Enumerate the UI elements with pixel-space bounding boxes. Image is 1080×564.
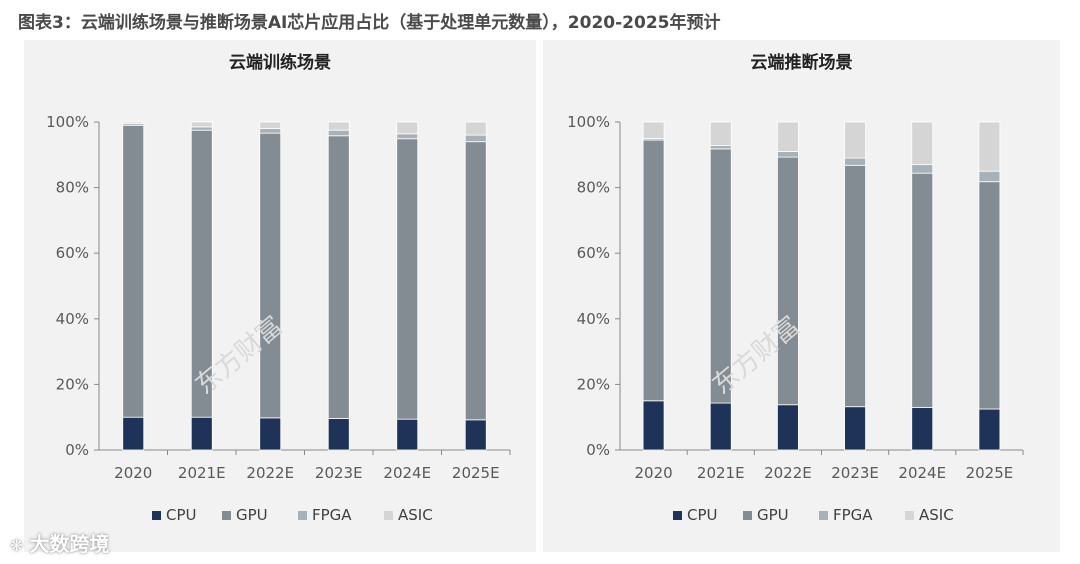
bar-gpu-2024e <box>396 138 419 420</box>
bar-cpu-2022e <box>259 417 282 451</box>
legend-label-asic: ASIC <box>919 506 954 524</box>
bar-asic-2020 <box>642 121 665 139</box>
bar-gpu-2025e <box>978 181 1001 410</box>
legend-swatch-gpu <box>743 511 752 520</box>
bar-fpga-2024e <box>911 164 934 174</box>
bar-asic-2022e <box>259 121 282 129</box>
bar-cpu-2020 <box>642 400 665 451</box>
y-tick-label: 60% <box>577 244 610 262</box>
bar-fpga-2023e <box>844 157 866 166</box>
legend-label-gpu: GPU <box>757 506 789 524</box>
legend-swatch-cpu <box>673 511 682 520</box>
y-tick-label: 20% <box>56 375 89 393</box>
legend-swatch-cpu <box>152 511 161 520</box>
footer-brand: ❋ 大数跨境 <box>10 528 109 557</box>
chart-title: 云端推断场景 <box>751 52 853 73</box>
x-tick-label: 2025E <box>966 464 1014 482</box>
bar-fpga-2023e <box>327 129 350 137</box>
x-tick-label: 2021E <box>697 464 745 482</box>
legend-label-cpu: CPU <box>166 506 197 524</box>
x-tick-label: 2025E <box>452 464 500 482</box>
y-tick-label: 80% <box>56 179 89 197</box>
bar-fpga-2022e <box>259 128 282 134</box>
bar-asic-2022e <box>777 121 799 152</box>
legend-swatch-asic <box>905 511 914 520</box>
bar-asic-2023e <box>327 121 350 131</box>
bar-cpu-2023e <box>844 406 866 451</box>
legend-label-gpu: GPU <box>236 506 268 524</box>
legend-label-asic: ASIC <box>398 506 433 524</box>
x-tick-label: 2022E <box>764 464 812 482</box>
bar-fpga-2022e <box>777 151 799 158</box>
y-tick-label: 100% <box>567 113 610 131</box>
x-tick-label: 2024E <box>383 464 431 482</box>
y-tick-label: 0% <box>586 441 610 459</box>
bar-asic-2024e <box>396 121 419 135</box>
bar-cpu-2022e <box>777 404 799 451</box>
bar-fpga-2024e <box>396 133 419 140</box>
x-tick-label: 2024E <box>898 464 946 482</box>
x-tick-label: 2020 <box>634 464 672 482</box>
legend-label-fpga: FPGA <box>312 506 352 524</box>
bar-cpu-2020 <box>122 416 145 451</box>
legend-label-cpu: CPU <box>687 506 718 524</box>
chart-training: 云端训练场景 0% 20% 40% 60% 80% 100% 2020 2021E 2022E 20… <box>46 52 511 524</box>
bar-cpu-2024e <box>911 406 934 451</box>
bar-cpu-2023e <box>327 418 350 451</box>
bar-fpga-2021e <box>709 145 732 150</box>
bar-asic-2023e <box>844 121 866 159</box>
bar-asic-2020 <box>122 121 145 125</box>
bar-cpu-2025e <box>978 408 1001 451</box>
legend-swatch-asic <box>384 511 393 520</box>
bar-cpu-2024e <box>396 418 419 451</box>
bar-asic-2021e <box>709 121 732 147</box>
x-tick-label: 2020 <box>114 464 152 482</box>
legend-swatch-fpga <box>819 511 828 520</box>
bar-fpga-2021e <box>190 126 213 131</box>
legend-label-fpga: FPGA <box>833 506 873 524</box>
bar-gpu-2022e <box>777 156 799 406</box>
x-tick-label: 2023E <box>315 464 363 482</box>
bar-asic-2021e <box>190 121 213 128</box>
bar-cpu-2025e <box>464 419 487 451</box>
y-tick-label: 20% <box>577 375 610 393</box>
y-tick-label: 40% <box>577 310 610 328</box>
bar-asic-2024e <box>911 121 934 166</box>
legend-swatch-gpu <box>222 511 231 520</box>
chart-panel-training: 云端训练场景 0% 20% 40% 60% 80% 100% 2020 2021E 2022E 20… <box>24 40 536 552</box>
bar-gpu-2020 <box>122 124 145 418</box>
bar-fpga-2025e <box>978 170 1001 183</box>
x-tick-label: 2022E <box>246 464 294 482</box>
bar-gpu-2024e <box>911 172 934 408</box>
chart-title: 云端训练场景 <box>229 52 331 73</box>
x-tick-label: 2023E <box>831 464 879 482</box>
bar-fpga-2025e <box>464 134 487 143</box>
x-tick-label: 2021E <box>178 464 226 482</box>
y-tick-label: 0% <box>65 441 89 459</box>
legend-swatch-fpga <box>298 511 307 520</box>
chart-inference: 云端推断场景 0% 20% 40% 60% 80% 100% 2020 2021E 2022E 20… <box>567 52 1024 524</box>
bar-cpu-2021e <box>190 416 213 451</box>
y-tick-label: 100% <box>46 113 89 131</box>
footer-brand-label: 大数跨境 <box>29 532 110 556</box>
bar-asic-2025e <box>464 121 487 136</box>
y-tick-label: 80% <box>577 179 610 197</box>
bar-asic-2025e <box>978 121 1001 172</box>
bar-gpu-2025e <box>464 141 487 421</box>
bar-gpu-2022e <box>259 132 282 419</box>
brand-logo-icon: ❋ <box>10 536 24 555</box>
y-tick-label: 40% <box>56 310 89 328</box>
bar-gpu-2023e <box>327 135 350 419</box>
bar-gpu-2020 <box>642 139 665 402</box>
y-tick-label: 60% <box>56 244 89 262</box>
bar-cpu-2021e <box>709 402 732 451</box>
figure-title: 图表3：云端训练场景与推断场景AI芯片应用占比（基于处理单元数量），2020-2… <box>18 13 721 33</box>
chart-panel-inference: 云端推断场景 0% 20% 40% 60% 80% 100% 2020 2021E 2022E 20… <box>543 40 1060 552</box>
bar-gpu-2023e <box>844 164 866 408</box>
